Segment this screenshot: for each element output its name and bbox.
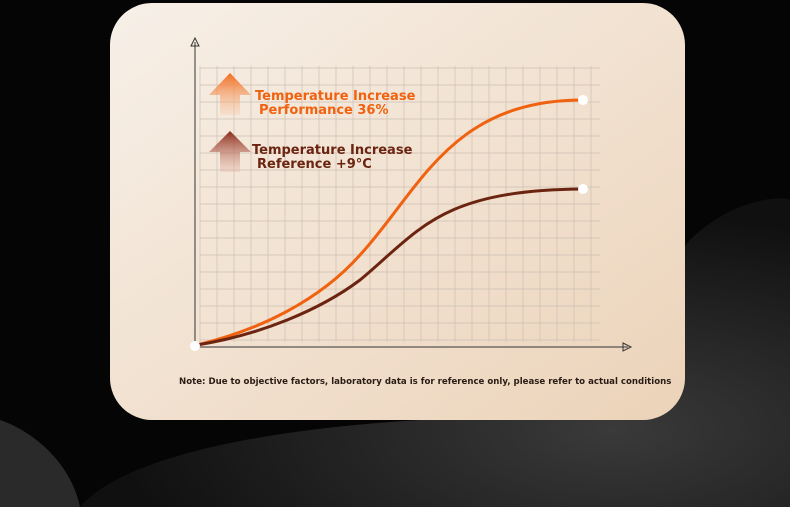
card — [110, 3, 685, 420]
rock — [0, 420, 80, 507]
origin-point — [190, 341, 200, 351]
end-point — [578, 184, 588, 194]
up-arrow-icon — [209, 73, 251, 115]
y-axis-arrow — [190, 36, 200, 47]
end-point — [578, 95, 588, 105]
label-title: Temperature Increase — [255, 89, 416, 104]
label-detail: Performance 36% — [259, 103, 389, 118]
label-title: Temperature Increase — [252, 143, 413, 158]
rock — [80, 198, 790, 507]
note: Note: Due to objective factors, laborato… — [179, 377, 671, 387]
x-axis-arrow — [622, 342, 633, 352]
reference-curve — [196, 187, 584, 347]
up-arrow-icon — [209, 131, 251, 172]
label-detail: Reference +9°C — [257, 157, 372, 172]
performance-curve — [196, 98, 584, 347]
